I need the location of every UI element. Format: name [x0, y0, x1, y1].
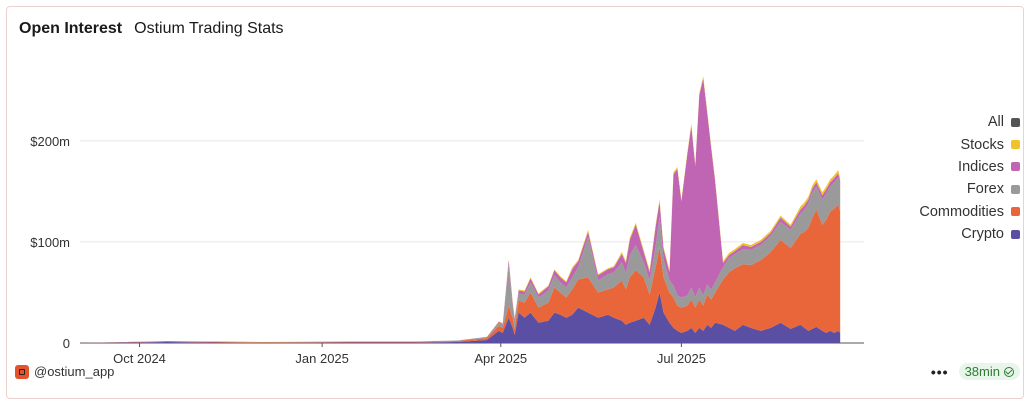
legend-item-all[interactable]: All: [860, 111, 1020, 133]
x-tick-label: Jan 2025: [295, 351, 349, 366]
check-circle-icon: [1004, 366, 1014, 377]
y-axis: 0 $100m $200m: [30, 134, 70, 351]
legend-label: Stocks: [960, 136, 1004, 153]
area-indices[interactable]: [80, 78, 841, 343]
legend-label: Indices: [958, 158, 1004, 175]
chart-legend: All Stocks Indices Forex Commodities Crypto: [860, 111, 1020, 245]
ostium-logo-icon: [15, 364, 29, 379]
legend-label: Crypto: [961, 226, 1004, 243]
x-tick-label: Apr 2025: [474, 351, 527, 366]
y-tick-label: 0: [63, 336, 70, 351]
freshness-badge: 38min: [958, 363, 1020, 380]
legend-swatch: [1011, 207, 1020, 217]
page-subtitle: Ostium Trading Stats: [134, 20, 284, 37]
legend-label: Forex: [966, 181, 1004, 198]
y-tick-label: $100m: [30, 235, 70, 250]
legend-item-commodities[interactable]: Commodities: [860, 201, 1020, 223]
area-crypto[interactable]: [80, 292, 841, 343]
legend-label: All: [987, 114, 1004, 131]
footer-controls: ••• 38min: [931, 363, 1020, 380]
freshness-label: 38min: [964, 364, 1000, 379]
stacked-areas: [80, 76, 841, 344]
legend-item-crypto[interactable]: Crypto: [860, 223, 1020, 245]
handle-link[interactable]: @ostium_app: [34, 364, 115, 379]
legend-swatch: [1011, 184, 1020, 194]
area-commodities[interactable]: [80, 204, 841, 343]
footer-attribution: @ostium_app: [15, 364, 114, 379]
legend-item-indices[interactable]: Indices: [860, 156, 1020, 178]
legend-item-stocks[interactable]: Stocks: [860, 133, 1020, 155]
x-tick-label: Jul 2025: [657, 351, 706, 366]
legend-label: Commodities: [919, 203, 1004, 220]
legend-swatch: [1011, 140, 1020, 150]
legend-swatch: [1011, 229, 1020, 239]
x-tick-label: Oct 2024: [113, 351, 166, 366]
chart-header: Open Interest Ostium Trading Stats: [19, 20, 284, 38]
x-axis: Oct 2024 Jan 2025 Apr 2025 Jul 2025: [113, 343, 706, 366]
y-tick-label: $200m: [30, 134, 70, 149]
more-options-button[interactable]: •••: [930, 363, 949, 380]
page-title: Open Interest: [19, 20, 123, 37]
legend-item-forex[interactable]: Forex: [860, 178, 1020, 200]
legend-swatch: [1011, 117, 1020, 127]
legend-swatch: [1011, 162, 1020, 172]
